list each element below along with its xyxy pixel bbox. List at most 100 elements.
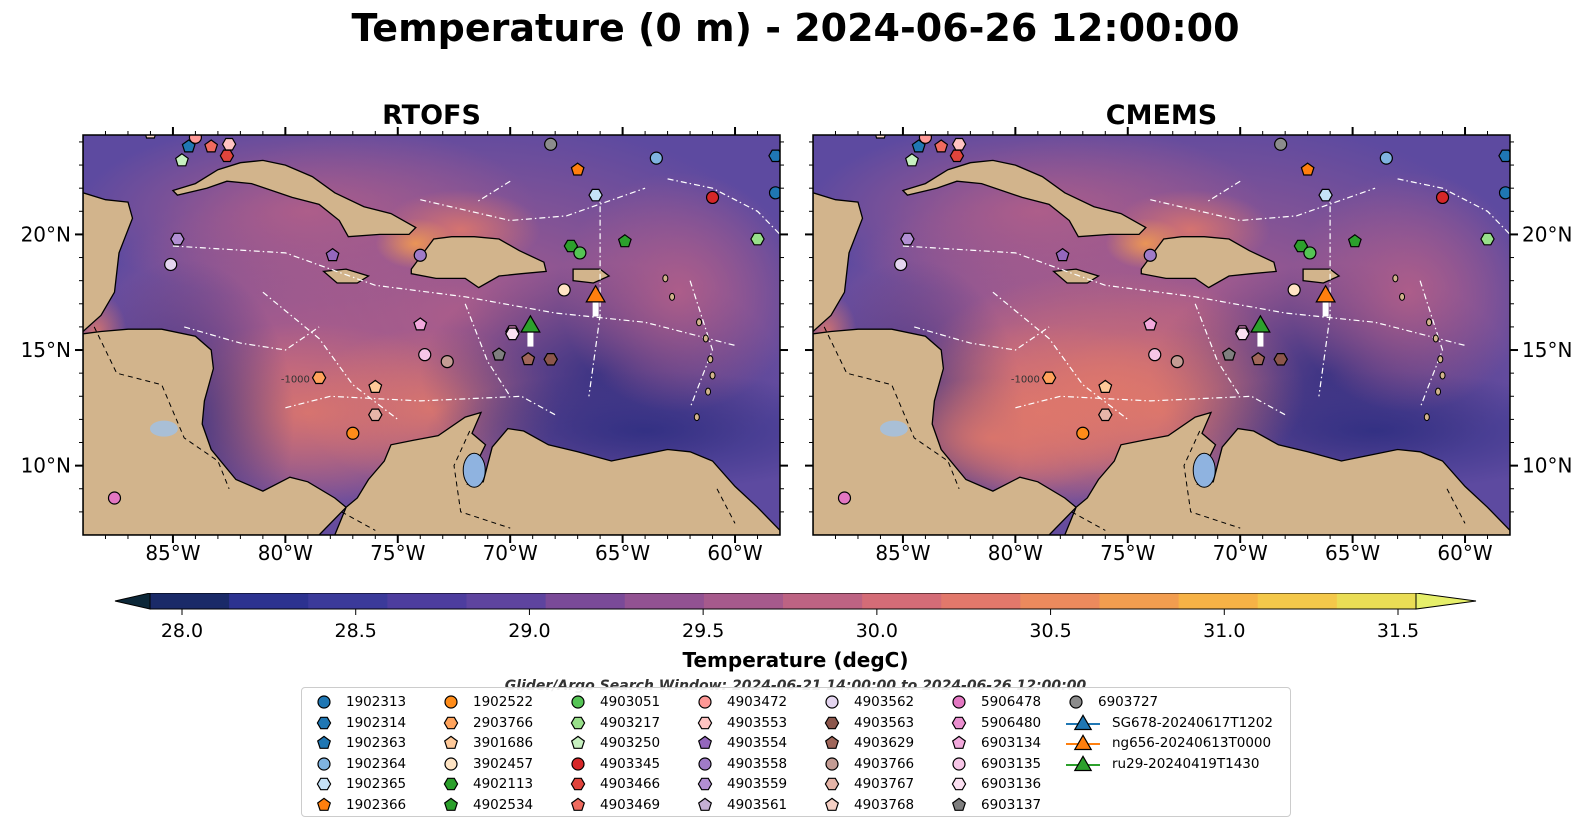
marker-3901686 bbox=[368, 379, 383, 393]
eez-boundary bbox=[914, 326, 1050, 351]
legend-swatch bbox=[316, 735, 332, 749]
legend-label: 4902534 bbox=[473, 796, 534, 813]
marker-1902365 bbox=[588, 188, 603, 202]
marker-4903629 bbox=[521, 351, 536, 366]
country-border bbox=[823, 326, 960, 489]
glider-track-ng656-20240613T0000 bbox=[592, 298, 599, 317]
marker-4903559 bbox=[170, 232, 185, 246]
legend-swatch bbox=[1069, 695, 1083, 709]
legend-label: 1902364 bbox=[346, 755, 407, 772]
legend-swatch bbox=[570, 716, 586, 729]
legend-label: 4903629 bbox=[854, 735, 915, 751]
x-tick-label: 70°W bbox=[483, 541, 538, 565]
marker-4903563 bbox=[543, 353, 558, 366]
marker-1902363 bbox=[911, 139, 926, 153]
lake-maracaibo bbox=[462, 452, 486, 488]
eez-boundary bbox=[1397, 178, 1510, 235]
legend-item-4903345: 4903345 bbox=[566, 755, 660, 773]
legend-label: 1902363 bbox=[346, 735, 407, 751]
island bbox=[1423, 413, 1430, 422]
x-tick-label: 60°W bbox=[707, 541, 762, 565]
glider-ru29-20240419T1430 bbox=[520, 314, 541, 333]
island bbox=[1426, 318, 1433, 327]
colorbar-bin bbox=[308, 593, 388, 609]
y-tick-label: 20°N bbox=[21, 222, 71, 246]
legend-item-6903135: 6903135 bbox=[947, 755, 1041, 773]
colorbar-bin bbox=[862, 593, 942, 609]
marker-4903561 bbox=[191, 122, 204, 134]
colorbar-tick-label: 31.0 bbox=[1203, 620, 1245, 642]
legend-swatch bbox=[824, 716, 840, 729]
colorbar: 28.0 28.5 29.0 29.5 30.0 30.5 31.0 31.5 bbox=[114, 593, 1477, 642]
marker-1902364 bbox=[1379, 151, 1393, 165]
legend-label: ng656-20240613T0000 bbox=[1112, 735, 1272, 751]
colorbar-bin bbox=[466, 593, 547, 609]
legend-item-4903562: 4903562 bbox=[820, 693, 914, 711]
legend-item-1902363: 1902363 bbox=[312, 734, 406, 752]
island bbox=[702, 334, 709, 343]
legend-label: 4903561 bbox=[727, 796, 788, 813]
legend-label: 1902522 bbox=[473, 694, 534, 710]
y-tick-label: 10°N bbox=[21, 454, 71, 478]
marker-6903727 bbox=[544, 137, 558, 151]
legend-item-5906480: 5906480 bbox=[947, 714, 1041, 732]
eez-boundary bbox=[667, 178, 780, 235]
glider-ng656-20240613T0000 bbox=[1315, 284, 1337, 303]
colorbar-extend-low bbox=[114, 593, 151, 610]
lake-maracaibo bbox=[1192, 452, 1216, 488]
marker-4903558 bbox=[413, 248, 427, 262]
map-panel-cmems: -1000 85°W 80°W 75°W 70°W 65°W 60°W 10°N 15°N 20°… bbox=[805, 127, 1572, 565]
marker-4903554 bbox=[325, 247, 340, 262]
marker-1902314 bbox=[768, 149, 780, 163]
marker-4903629 bbox=[1251, 351, 1266, 366]
legend-label: 4903558 bbox=[727, 755, 788, 772]
legend-item-4903768: 4903768 bbox=[820, 796, 914, 814]
legend-label: 4903563 bbox=[854, 714, 915, 731]
legend-label: 4903217 bbox=[600, 714, 661, 731]
legend-swatch bbox=[316, 777, 332, 791]
marker-1902522 bbox=[1076, 426, 1090, 440]
y-tick-label: 20°N bbox=[1522, 222, 1572, 246]
marker-4903217 bbox=[1480, 232, 1495, 246]
marker-1902364 bbox=[649, 151, 663, 165]
marker-6903727 bbox=[1274, 137, 1288, 151]
legend-label: 4903768 bbox=[854, 796, 915, 813]
legend-item-4902113: 4902113 bbox=[439, 775, 533, 793]
legend-swatch bbox=[825, 695, 839, 709]
colorbar-frame bbox=[149, 593, 1417, 610]
legend-swatch bbox=[824, 777, 840, 791]
island bbox=[1437, 355, 1444, 364]
isobath-label: -1000 bbox=[281, 374, 310, 385]
legend-item-6903136: 6903136 bbox=[947, 775, 1041, 793]
marker-4903766 bbox=[1170, 354, 1184, 369]
colorbar-bin bbox=[1099, 593, 1180, 609]
land-jamaica bbox=[322, 268, 371, 284]
marker-4903563 bbox=[1273, 353, 1288, 366]
land-south-america bbox=[1064, 411, 1510, 535]
legend-label: 5906478 bbox=[981, 694, 1042, 710]
legend-label: 6903136 bbox=[981, 776, 1042, 792]
legend-label: 4903554 bbox=[727, 735, 788, 751]
marker-4902534 bbox=[1347, 234, 1362, 248]
legend-swatch bbox=[1073, 734, 1093, 751]
legend-swatch bbox=[443, 716, 459, 729]
colorbar-bin bbox=[1020, 593, 1100, 609]
legend-label: 4903051 bbox=[600, 694, 661, 710]
map-frame bbox=[82, 134, 781, 536]
legend-swatch bbox=[951, 797, 967, 811]
colorbar-bin bbox=[783, 593, 863, 609]
legend-swatch bbox=[317, 756, 331, 771]
eez-boundary bbox=[1419, 280, 1444, 409]
marker-6903136 bbox=[505, 327, 520, 341]
eez-boundary bbox=[172, 245, 736, 346]
marker-4903562 bbox=[894, 257, 908, 272]
legend-swatch bbox=[570, 777, 586, 791]
legend-swatch bbox=[951, 735, 967, 749]
legend-label: 3901686 bbox=[473, 735, 534, 751]
legend-swatch bbox=[444, 756, 458, 771]
legend-label: 4903559 bbox=[727, 776, 788, 792]
country-border bbox=[716, 488, 736, 524]
eez-boundary bbox=[420, 187, 646, 222]
legend-item-1902313: 1902313 bbox=[312, 693, 406, 711]
marker-6903134 bbox=[1143, 317, 1158, 331]
